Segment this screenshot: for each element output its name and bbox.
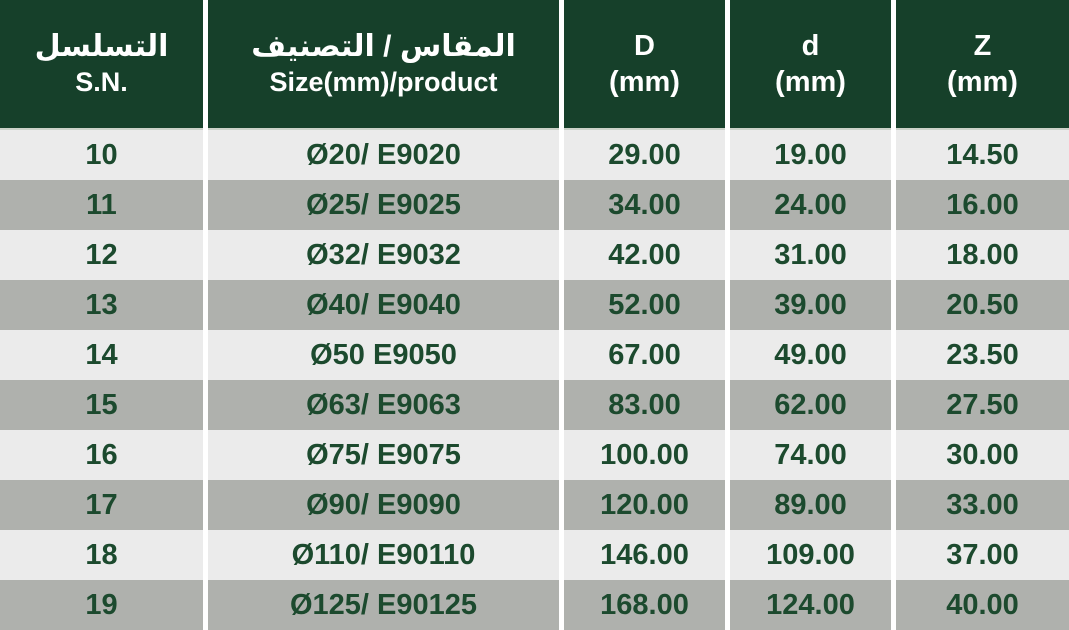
cell-D: 67.00 [564,330,725,380]
header-cell-D: D (mm) [564,0,725,130]
cell-sn: 17 [0,480,203,530]
cell-size: Ø50 E9050 [208,330,559,380]
cell-d: 124.00 [730,580,891,630]
cell-d: 89.00 [730,480,891,530]
header-Z-symbol: Z [973,29,992,62]
header-size-arabic: المقاس / التصنيف [251,30,516,64]
cell-Z: 33.00 [896,480,1069,530]
cell-d: 31.00 [730,230,891,280]
cell-Z: 37.00 [896,530,1069,580]
cell-D: 100.00 [564,430,725,480]
cell-Z: 16.00 [896,180,1069,230]
header-Z-unit: (mm) [947,66,1018,98]
cell-size: Ø32/ E9032 [208,230,559,280]
cell-sn: 15 [0,380,203,430]
cell-d: 19.00 [730,130,891,180]
cell-sn: 13 [0,280,203,330]
header-d-symbol: d [801,29,820,62]
header-d-unit: (mm) [775,66,846,98]
header-D-unit: (mm) [609,66,680,98]
cell-d: 39.00 [730,280,891,330]
cell-Z: 23.50 [896,330,1069,380]
cell-sn: 18 [0,530,203,580]
cell-sn: 10 [0,130,203,180]
cell-D: 29.00 [564,130,725,180]
header-sn-english: S.N. [75,66,128,97]
cell-size: Ø20/ E9020 [208,130,559,180]
cell-d: 49.00 [730,330,891,380]
cell-sn: 14 [0,330,203,380]
cell-D: 146.00 [564,530,725,580]
header-cell-d: d (mm) [730,0,891,130]
header-sn-arabic: التسلسل [34,30,169,64]
cell-D: 34.00 [564,180,725,230]
cell-d: 62.00 [730,380,891,430]
header-cell-size: المقاس / التصنيف Size(mm)/product [208,0,559,130]
cell-Z: 27.50 [896,380,1069,430]
cell-sn: 16 [0,430,203,480]
cell-size: Ø110/ E90110 [208,530,559,580]
cell-Z: 20.50 [896,280,1069,330]
header-cell-Z: Z (mm) [896,0,1069,130]
cell-sn: 19 [0,580,203,630]
cell-d: 109.00 [730,530,891,580]
cell-Z: 30.00 [896,430,1069,480]
cell-size: Ø40/ E9040 [208,280,559,330]
header-size-english: Size(mm)/product [269,66,498,97]
header-D-symbol: D [634,29,655,62]
cell-size: Ø125/ E90125 [208,580,559,630]
cell-size: Ø63/ E9063 [208,380,559,430]
cell-D: 83.00 [564,380,725,430]
cell-d: 74.00 [730,430,891,480]
cell-D: 168.00 [564,580,725,630]
cell-size: Ø75/ E9075 [208,430,559,480]
header-cell-sn: التسلسل S.N. [0,0,203,130]
cell-Z: 18.00 [896,230,1069,280]
cell-size: Ø90/ E9090 [208,480,559,530]
cell-d: 24.00 [730,180,891,230]
cell-size: Ø25/ E9025 [208,180,559,230]
cell-sn: 11 [0,180,203,230]
cell-D: 42.00 [564,230,725,280]
cell-Z: 14.50 [896,130,1069,180]
cell-D: 120.00 [564,480,725,530]
cell-Z: 40.00 [896,580,1069,630]
cell-sn: 12 [0,230,203,280]
cell-D: 52.00 [564,280,725,330]
